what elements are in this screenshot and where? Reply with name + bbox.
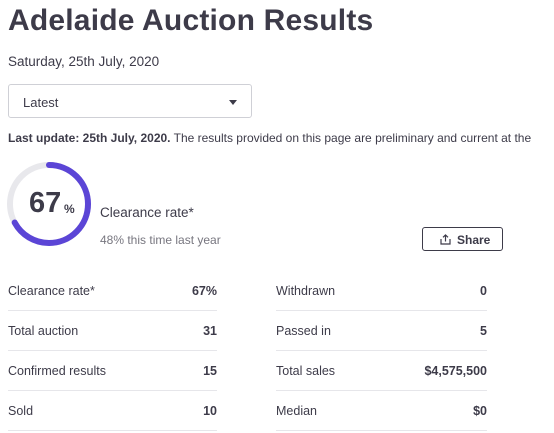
stat-value: 5: [480, 324, 487, 338]
share-icon: [440, 234, 451, 245]
stat-label: Sold: [8, 404, 34, 418]
stat-label: Total auction: [8, 324, 79, 338]
stat-label: Median: [276, 404, 317, 418]
auction-date: Saturday, 25th July, 2020: [8, 54, 160, 69]
stat-value: 10: [203, 404, 217, 418]
gauge-progress-arc: [7, 162, 91, 246]
last-update-text: The results provided on this page are pr…: [170, 131, 532, 145]
stat-label: Clearance rate*: [8, 284, 95, 298]
stat-label: Confirmed results: [8, 364, 106, 378]
page-title: Adelaide Auction Results: [8, 4, 374, 37]
results-period-select[interactable]: Latest: [8, 84, 252, 118]
clearance-rate-unit: %: [64, 202, 75, 216]
stat-row-passed-in: Passed in 5: [276, 311, 487, 351]
stat-label: Withdrawn: [276, 284, 336, 298]
chevron-down-icon: [229, 100, 237, 105]
stat-row-total-sales: Total sales $4,575,500: [276, 351, 487, 391]
last-update-notice: Last update: 25th July, 2020. The result…: [8, 131, 554, 145]
stat-row-confirmed-results: Confirmed results 15: [8, 351, 217, 391]
clearance-rate-label: Clearance rate*: [100, 205, 194, 220]
stat-label: Total sales: [276, 364, 336, 378]
select-value: Latest: [23, 95, 59, 110]
clearance-rate-value: 67: [29, 187, 62, 219]
last-year-comparison: 48% this time last year: [100, 233, 221, 247]
stat-value: 67%: [191, 284, 217, 298]
stat-value: 15: [203, 364, 217, 378]
stat-row-total-auction: Total auction 31: [8, 311, 217, 351]
stat-row-sold: Sold 10: [8, 391, 217, 431]
stat-row-clearance-rate: Clearance rate* 67%: [8, 271, 217, 311]
stat-value: $4,575,500: [424, 364, 487, 378]
stat-value: 31: [203, 324, 217, 338]
last-update-date: Last update: 25th July, 2020.: [8, 131, 171, 145]
stat-label: Passed in: [276, 324, 331, 338]
stat-value: 0: [480, 284, 487, 298]
share-button[interactable]: Share: [422, 227, 503, 251]
stat-row-median: Median $0: [276, 391, 487, 431]
clearance-gauge: [7, 162, 91, 246]
stat-value: $0: [473, 404, 487, 418]
stat-row-withdrawn: Withdrawn 0: [276, 271, 487, 311]
share-label: Share: [457, 233, 491, 247]
